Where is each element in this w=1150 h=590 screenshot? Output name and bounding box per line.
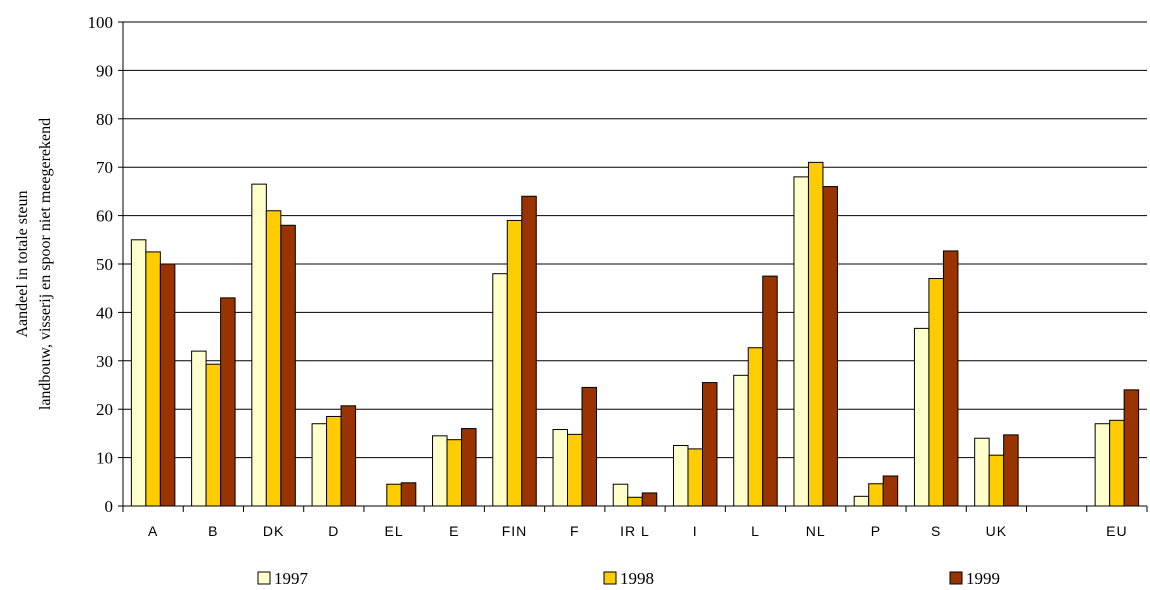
y-tick-label-60: 60	[96, 207, 113, 226]
x-tick-label-EL: EL	[384, 523, 403, 539]
bar-1999-NL	[822, 186, 838, 507]
bar-1999-P	[882, 475, 899, 507]
y-tick-label-30: 30	[96, 352, 113, 371]
y-tick-label-10: 10	[96, 449, 113, 468]
bar-1999-DK	[280, 224, 296, 507]
x-tick-label-NL: NL	[806, 523, 826, 539]
x-axis-ticks: A B DK D EL E FIN F IR L I L NL P S UK EU	[122, 506, 1148, 539]
bar-1997-IRL	[612, 483, 629, 507]
bar-1998-IRL	[627, 496, 643, 507]
bar-1998-E	[446, 439, 463, 507]
bar-1998-P	[868, 483, 884, 507]
x-tick-label-P: P	[871, 523, 881, 539]
legend: 1997 1998 1999	[257, 569, 1000, 588]
x-tick-label-IR L: IR L	[620, 523, 650, 539]
y-tick-label-70: 70	[96, 158, 113, 177]
legend-label-1997: 1997	[274, 569, 309, 588]
bar-1997-EU	[1094, 423, 1111, 507]
legend-swatch-1997	[257, 571, 271, 585]
y-tick-label-0: 0	[105, 497, 114, 516]
bar-1999-IRL	[641, 492, 658, 507]
legend-swatch-1999	[949, 571, 963, 585]
x-tick-label-S: S	[931, 523, 941, 539]
y-axis-label: Aandeel in totale steun landbouw, visseri…	[14, 118, 54, 410]
x-tick-label-D: D	[328, 523, 339, 539]
bars	[130, 161, 1140, 507]
x-tick-label-UK: UK	[986, 523, 1007, 539]
bar-1997-DK	[251, 183, 267, 507]
bar-1997-A	[130, 239, 147, 507]
legend-swatch-1998	[603, 571, 617, 585]
bar-1999-FIN	[521, 195, 537, 507]
bar-1998-UK	[988, 454, 1005, 507]
bar-1999-I	[701, 382, 718, 507]
x-tick-label-DK: DK	[263, 523, 284, 539]
x-tick-label-EU: EU	[1106, 523, 1127, 539]
x-tick-label-I: I	[693, 523, 698, 539]
bar-1999-D	[340, 405, 357, 507]
legend-label-1999: 1999	[966, 569, 1000, 588]
bar-1997-S	[913, 327, 930, 507]
bar-1998-EL	[386, 483, 402, 507]
y-axis-label-line-1: Aandeel in totale steun	[14, 190, 31, 337]
bar-1999-B	[220, 297, 236, 507]
bar-1997-P	[853, 495, 870, 507]
y-tick-label-100: 100	[88, 13, 114, 32]
bar-1999-L	[762, 275, 778, 507]
bar-1997-E	[432, 435, 448, 507]
bar-1997-UK	[974, 437, 990, 507]
bar-1998-S	[928, 278, 944, 507]
y-axis-label-line-2: landbouw, visserij en spoor niet meegere…	[37, 118, 54, 410]
bar-1998-A	[145, 251, 161, 507]
bar-1997-I	[672, 445, 689, 507]
axes	[122, 22, 1147, 507]
y-axis-ticks: 0 10 20 30 40 50 60 70 80 90 100	[88, 13, 123, 516]
x-tick-label-E: E	[449, 523, 459, 539]
y-tick-label-40: 40	[96, 303, 113, 322]
bar-1999-UK	[1003, 434, 1019, 507]
bar-1998-F	[567, 433, 583, 507]
bar-1998-B	[205, 363, 222, 507]
bar-1998-D	[326, 415, 342, 507]
bar-1999-E	[461, 428, 477, 507]
y-tick-label-50: 50	[96, 255, 113, 274]
y-tick-label-90: 90	[96, 61, 113, 80]
x-tick-label-FIN: FIN	[502, 523, 528, 539]
bar-1999-EL	[400, 482, 417, 507]
bar-1999-F	[581, 386, 598, 507]
x-tick-label-F: F	[570, 523, 580, 539]
bar-1999-S	[942, 250, 959, 507]
x-tick-label-A: A	[148, 523, 158, 539]
bar-1998-NL	[807, 161, 824, 507]
bar-1999-EU	[1123, 389, 1140, 507]
bar-1998-FIN	[506, 219, 523, 507]
y-tick-label-20: 20	[96, 400, 113, 419]
x-tick-label-L: L	[751, 523, 760, 539]
bar-1997-B	[191, 350, 207, 507]
bar-1999-A	[159, 263, 176, 507]
bar-1997-NL	[793, 176, 809, 507]
bar-1998-EU	[1109, 419, 1125, 507]
bar-1998-L	[747, 347, 764, 507]
bar-1997-F	[552, 429, 569, 507]
x-tick-label-B: B	[208, 523, 218, 539]
legend-label-1998: 1998	[620, 569, 654, 588]
y-tick-label-80: 80	[96, 110, 113, 129]
bar-1997-L	[733, 374, 749, 507]
bar-1997-FIN	[492, 273, 508, 507]
bar-1998-DK	[265, 210, 282, 507]
bar-1998-I	[687, 448, 703, 507]
bar-1997-D	[311, 423, 328, 507]
